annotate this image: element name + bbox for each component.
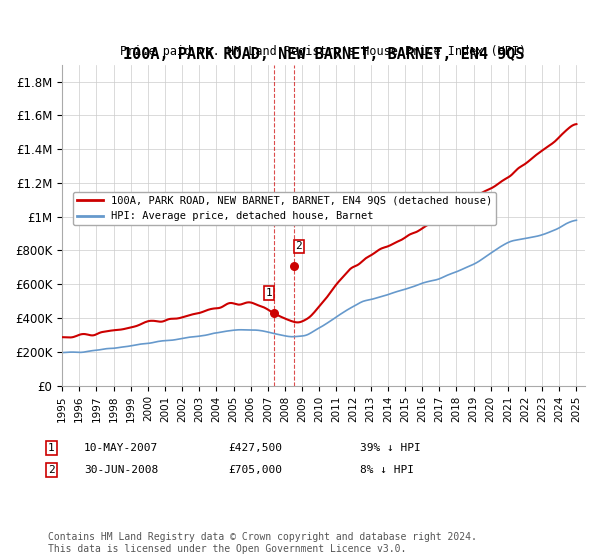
Text: Price paid vs. HM Land Registry's House Price Index (HPI): Price paid vs. HM Land Registry's House … [121,45,527,58]
Point [289,262,298,271]
Text: 30-JUN-2008: 30-JUN-2008 [84,465,158,475]
Title: 100A, PARK ROAD, NEW BARNET, BARNET, EN4 9QS: 100A, PARK ROAD, NEW BARNET, BARNET, EN4… [123,47,524,62]
Text: 2: 2 [295,241,302,251]
Text: 10-MAY-2007: 10-MAY-2007 [84,443,158,453]
Text: 1: 1 [48,443,55,453]
Text: 1: 1 [265,288,272,298]
Text: 39% ↓ HPI: 39% ↓ HPI [360,443,421,453]
Point [269,309,279,318]
Text: £705,000: £705,000 [228,465,282,475]
Text: Contains HM Land Registry data © Crown copyright and database right 2024.
This d: Contains HM Land Registry data © Crown c… [48,532,477,554]
Text: £427,500: £427,500 [228,443,282,453]
Text: 8% ↓ HPI: 8% ↓ HPI [360,465,414,475]
Legend: 100A, PARK ROAD, NEW BARNET, BARNET, EN4 9QS (detached house), HPI: Average pric: 100A, PARK ROAD, NEW BARNET, BARNET, EN4… [73,192,496,225]
Text: 2: 2 [48,465,55,475]
